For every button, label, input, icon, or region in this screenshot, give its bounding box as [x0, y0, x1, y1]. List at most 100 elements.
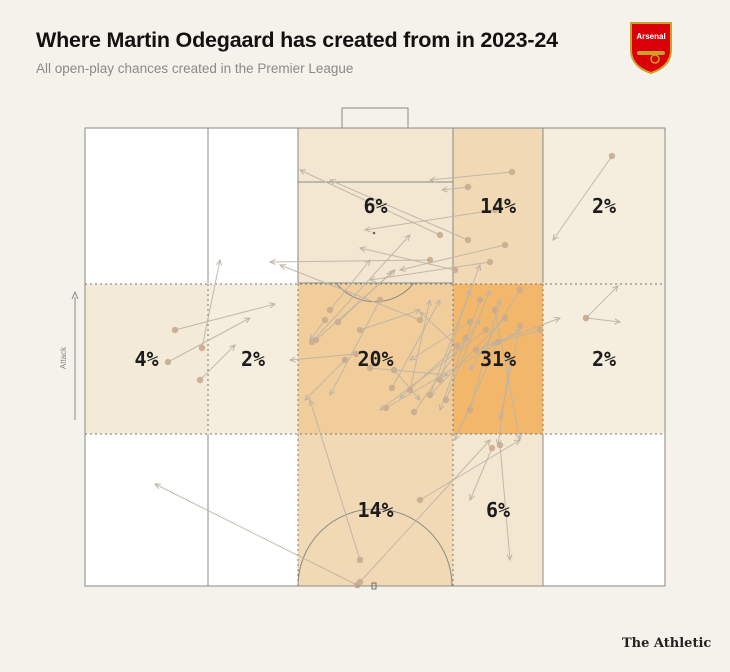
pass-line — [364, 209, 496, 231]
pass-origin-dot — [426, 391, 434, 399]
pass-origin-dot — [464, 183, 472, 191]
pass-origin-dot — [488, 444, 496, 452]
pass-origin-dot — [376, 296, 384, 304]
pass-line — [299, 169, 441, 236]
pass-origin-dot — [416, 316, 424, 324]
pass-arrowhead — [404, 234, 411, 241]
pass-arrow — [328, 179, 472, 244]
pass-line — [552, 155, 613, 241]
pass-arrowhead — [454, 433, 460, 442]
pass-origin-dot — [536, 326, 544, 334]
zone-fill-right-channel-final-third — [543, 128, 665, 284]
chart-subtitle: All open-play chances created in the Pre… — [36, 61, 354, 76]
zone-fill-right-channel-middle — [543, 284, 665, 434]
pass-arrowhead — [386, 271, 393, 278]
pass-line — [399, 244, 506, 271]
pass-arrow — [171, 302, 277, 334]
pass-arrow — [416, 439, 521, 504]
pass-arrow — [308, 398, 364, 564]
pass-arrowhead — [469, 493, 475, 502]
pass-arrow — [552, 152, 616, 241]
zone-label-central-own-half: 14% — [357, 498, 393, 522]
pass-line — [304, 359, 346, 401]
pass-line — [359, 309, 421, 331]
pass-arrowhead — [363, 226, 371, 233]
pass-origin-dot — [388, 384, 396, 392]
pass-line — [429, 171, 513, 181]
pass-arrowhead — [329, 388, 336, 397]
pass-arrow — [358, 246, 459, 274]
zone-label-right-halfspace-middle: 31% — [480, 347, 516, 371]
pass-arrowhead — [278, 264, 287, 270]
attack-arrowhead-icon — [71, 290, 79, 300]
six-yard-box — [297, 127, 454, 183]
pass-origin-dot — [356, 556, 364, 564]
pass-origin-dot — [366, 364, 374, 372]
pass-origin-dot — [464, 236, 472, 244]
pass-origin-dot — [406, 386, 414, 394]
pass-arrowhead — [413, 308, 422, 315]
pass-arrowhead — [495, 298, 502, 306]
centre-marker — [371, 582, 377, 590]
zone-label-left-halfspace-middle: 2% — [241, 347, 265, 371]
zone-fill-left-halfspace-final-third — [208, 128, 298, 284]
pass-arrowhead — [308, 398, 315, 406]
pass-arrow — [356, 439, 491, 586]
pass-arrowhead — [442, 371, 450, 378]
pass-arrowhead — [440, 186, 448, 193]
pass-line — [309, 319, 326, 341]
pass-arrow — [278, 264, 424, 324]
pass-line — [329, 179, 469, 241]
zone-label-central-middle: 20% — [357, 347, 393, 371]
pass-origin-dot — [582, 314, 590, 322]
zone-fill-right-channel-own-half — [543, 434, 665, 586]
pass-arrow — [382, 329, 522, 412]
pass-line — [329, 259, 371, 311]
pass-line — [199, 344, 236, 381]
pass-origin-dot — [501, 314, 509, 322]
pass-arrowhead — [358, 246, 367, 253]
pass-origin-dot — [482, 326, 490, 334]
pass-arrowhead — [485, 288, 491, 297]
pass-arrow — [363, 206, 499, 233]
centre-circle — [297, 508, 453, 587]
pass-arrow — [198, 258, 222, 352]
pass-line — [497, 359, 511, 446]
pass-line — [441, 186, 469, 191]
pass-arrow — [298, 169, 444, 239]
pass-arrow — [334, 271, 393, 326]
pass-arrow — [288, 350, 360, 363]
pass-line — [154, 483, 358, 586]
pass-arrowhead — [389, 269, 396, 276]
pass-arrowhead — [513, 329, 522, 336]
brand-logo-text: The Athletic — [622, 636, 712, 651]
zone-fill-central-own-half — [298, 434, 453, 586]
pass-arrowhead — [364, 259, 371, 266]
pass-line — [585, 317, 621, 323]
pass-origin-dot — [466, 318, 474, 326]
zone-labels: 6% 14% 2% 4% 2% 20% 31% 2% 14% 6% — [134, 194, 616, 522]
pass-line — [469, 299, 501, 411]
zone-fill-left-halfspace-own-half — [208, 434, 298, 586]
pass-arrows — [153, 152, 622, 589]
pass-arrowhead — [474, 319, 481, 326]
pitch-markings — [84, 107, 666, 587]
pass-origin-dot — [196, 376, 204, 384]
pass-origin-dot — [321, 316, 329, 324]
pass-origin-dot — [410, 408, 418, 416]
penalty-arc — [335, 282, 415, 303]
pass-arrow — [268, 256, 434, 265]
pass-arrow — [196, 344, 236, 384]
pass-arrowhead — [553, 317, 562, 323]
pass-line — [359, 247, 456, 271]
pass-arrow — [469, 444, 496, 502]
pass-origin-dot — [506, 356, 514, 364]
pass-arrowhead — [216, 258, 222, 266]
pass-arrow — [426, 263, 481, 399]
pass-arrowhead — [288, 356, 296, 363]
zone-fill-left-channel-middle — [85, 284, 208, 434]
pass-line — [475, 317, 561, 351]
pass-line — [393, 369, 421, 401]
pass-line — [174, 303, 276, 331]
